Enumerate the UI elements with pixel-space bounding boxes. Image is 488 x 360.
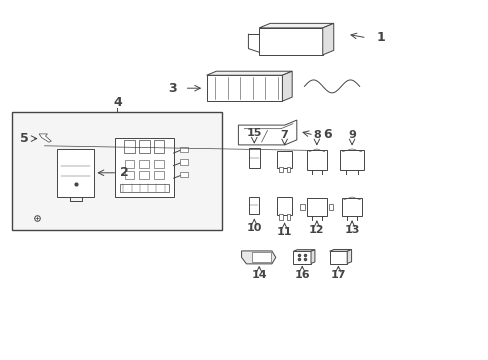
Polygon shape	[282, 71, 292, 101]
Bar	[341, 198, 362, 216]
Bar	[248, 148, 259, 168]
Polygon shape	[259, 23, 333, 28]
Polygon shape	[206, 71, 292, 75]
Bar	[278, 167, 282, 172]
Bar	[180, 172, 188, 177]
Text: 9: 9	[347, 130, 355, 140]
Text: 2: 2	[120, 166, 129, 179]
Bar	[124, 140, 135, 153]
Bar	[139, 160, 149, 168]
Bar	[139, 171, 149, 179]
Polygon shape	[322, 23, 333, 55]
Bar	[58, 148, 94, 197]
Bar	[124, 171, 134, 179]
Text: 6: 6	[323, 129, 331, 141]
Bar	[180, 147, 188, 152]
Text: 12: 12	[308, 225, 324, 235]
Polygon shape	[293, 251, 310, 264]
Polygon shape	[293, 250, 314, 251]
Text: 10: 10	[246, 223, 262, 233]
Polygon shape	[310, 250, 314, 264]
Text: 7: 7	[280, 130, 288, 140]
Bar	[115, 138, 173, 197]
Bar	[276, 150, 292, 167]
Polygon shape	[346, 249, 351, 264]
Bar	[306, 198, 326, 216]
Bar	[286, 214, 290, 220]
Bar	[180, 159, 188, 165]
Bar	[340, 150, 363, 170]
Bar	[120, 184, 168, 192]
Text: 15: 15	[246, 129, 262, 138]
Bar	[154, 160, 163, 168]
Text: 3: 3	[168, 82, 176, 95]
Bar	[306, 150, 326, 170]
Polygon shape	[329, 249, 351, 251]
Polygon shape	[39, 134, 51, 142]
Text: 13: 13	[344, 225, 359, 235]
Bar	[249, 197, 259, 214]
Bar	[286, 167, 290, 172]
Text: 11: 11	[276, 227, 292, 237]
Bar	[328, 204, 333, 210]
Text: 1: 1	[375, 31, 384, 44]
Bar	[124, 160, 134, 168]
Polygon shape	[241, 251, 275, 264]
Bar	[139, 140, 149, 153]
Text: 14: 14	[251, 270, 266, 280]
Text: 5: 5	[20, 132, 29, 145]
Bar	[278, 214, 282, 220]
Bar	[154, 171, 163, 179]
Polygon shape	[329, 251, 346, 264]
Text: 8: 8	[312, 130, 320, 140]
Polygon shape	[259, 28, 322, 55]
Text: 16: 16	[294, 270, 309, 280]
Text: 17: 17	[330, 270, 346, 280]
Text: 4: 4	[113, 96, 122, 109]
Bar	[300, 204, 305, 210]
Polygon shape	[206, 75, 282, 101]
Bar	[276, 197, 292, 215]
Polygon shape	[238, 120, 296, 145]
Bar	[251, 252, 271, 262]
Bar	[153, 140, 164, 153]
Bar	[12, 112, 222, 230]
